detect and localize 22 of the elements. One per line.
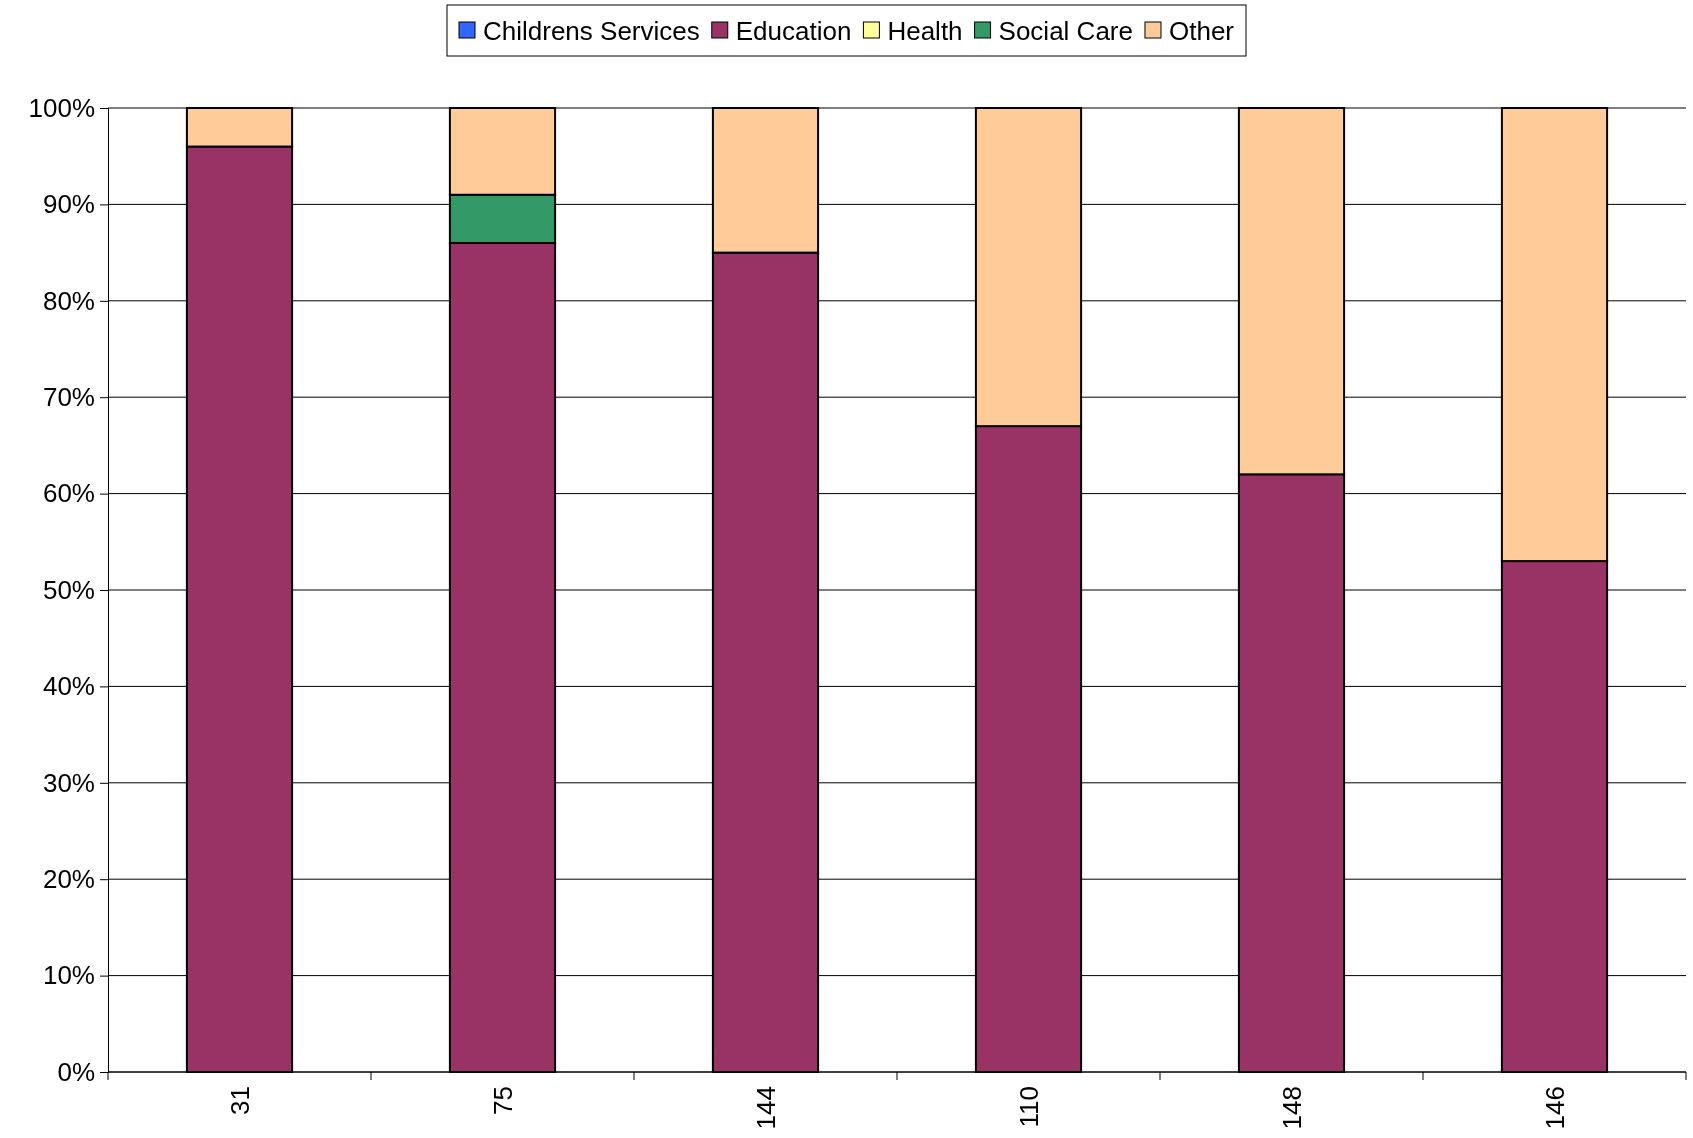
x-tick-label: 146 bbox=[1539, 1086, 1570, 1130]
y-tick-label: 90% bbox=[42, 189, 95, 220]
y-tick-label: 100% bbox=[28, 92, 95, 123]
legend-label: Health bbox=[887, 16, 963, 46]
y-tick-label: 80% bbox=[42, 285, 95, 316]
legend-label: Education bbox=[735, 16, 852, 46]
x-tick-label: 31 bbox=[224, 1086, 255, 1115]
y-tick-label: 10% bbox=[42, 960, 95, 991]
legend-label: Childrens Services bbox=[483, 16, 700, 46]
y-tick-label: 60% bbox=[42, 478, 95, 509]
y-tick-label: 20% bbox=[42, 864, 95, 895]
legend-label: Other bbox=[1168, 16, 1235, 46]
x-tick-label: 148 bbox=[1276, 1086, 1307, 1130]
y-tick-label: 0% bbox=[57, 1056, 95, 1087]
x-tick-label: 110 bbox=[1013, 1086, 1044, 1128]
legend-label: Social Care bbox=[998, 16, 1133, 46]
y-tick-label: 30% bbox=[42, 767, 95, 798]
y-tick-label: 40% bbox=[42, 671, 95, 702]
x-tick-label: 144 bbox=[750, 1086, 781, 1130]
y-tick-label: 50% bbox=[42, 574, 95, 605]
y-tick-label: 70% bbox=[42, 382, 95, 413]
x-tick-label: 75 bbox=[487, 1086, 518, 1115]
